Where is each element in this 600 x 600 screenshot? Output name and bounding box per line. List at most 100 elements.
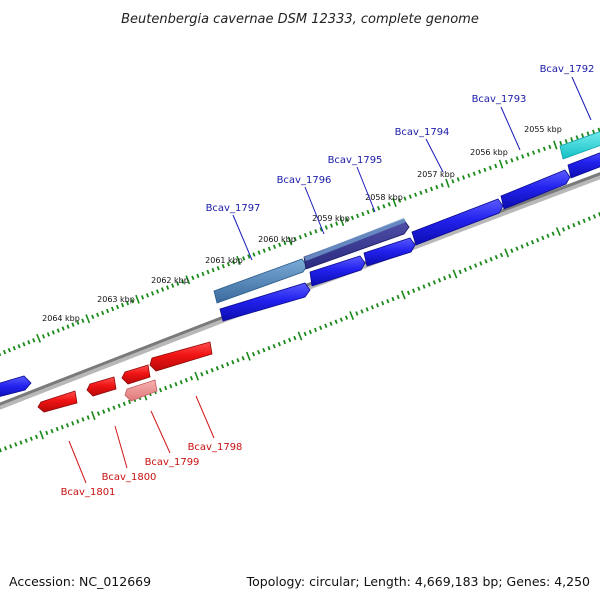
minor-tick	[158, 387, 163, 393]
minor-tick	[200, 372, 204, 377]
minor-tick	[106, 308, 110, 314]
minor-tick	[474, 263, 478, 268]
scale-label: 2059 kbp	[312, 214, 350, 223]
minor-tick	[272, 343, 276, 349]
gene-label[interactable]: Bcav_1800	[102, 472, 157, 483]
minor-tick	[424, 188, 428, 194]
gene-label[interactable]: Bcav_1798	[188, 442, 243, 453]
minor-tick	[12, 345, 16, 351]
minor-tick	[541, 235, 545, 241]
gene-arrow[interactable]	[219, 282, 311, 322]
minor-tick	[419, 190, 423, 196]
minor-tick	[267, 246, 271, 251]
gene-arrow[interactable]	[121, 364, 151, 385]
gene-label[interactable]: Bcav_1796	[277, 175, 332, 186]
gene-label[interactable]: Bcav_1797	[206, 203, 261, 214]
minor-tick	[371, 207, 375, 213]
minor-tick	[532, 150, 536, 155]
minor-tick	[51, 330, 55, 335]
gene-arrow[interactable]	[37, 390, 78, 413]
gene-label[interactable]: Bcav_1792	[540, 64, 595, 75]
minor-tick	[432, 280, 436, 285]
minor-tick	[515, 156, 519, 161]
minor-tick	[319, 325, 323, 331]
minor-tick	[489, 257, 493, 262]
minor-tick	[542, 146, 546, 152]
minor-tick	[537, 148, 541, 153]
minor-tick	[510, 248, 514, 253]
minor-tick	[179, 379, 183, 385]
pale-gene-arrow[interactable]	[124, 379, 158, 402]
gene-arrow[interactable]	[363, 237, 416, 267]
gene-arrow[interactable]	[567, 149, 600, 179]
minor-tick	[463, 267, 467, 272]
forward-labels: Bcav_1792 Bcav_1793 Bcav_1794 Bcav_1795 …	[206, 64, 595, 214]
gene-label[interactable]: Bcav_1801	[61, 487, 116, 498]
inner-scale-ticks	[0, 212, 600, 453]
minor-tick	[448, 273, 452, 279]
cyan-gene-arrow[interactable]	[559, 128, 600, 160]
gene-arrow[interactable]	[149, 341, 213, 372]
minor-tick	[479, 261, 483, 266]
minor-tick	[231, 260, 236, 265]
minor-tick	[145, 293, 150, 298]
minor-tick	[41, 334, 46, 339]
minor-tick	[184, 377, 188, 383]
minor-tick	[61, 326, 65, 331]
gene-label[interactable]: Bcav_1794	[395, 127, 450, 138]
minor-tick	[9, 444, 13, 449]
minor-tick	[29, 436, 33, 441]
minor-tick	[329, 321, 333, 326]
highlight-gene-arrow[interactable]	[213, 258, 308, 304]
scale-label: 2057 kbp	[417, 170, 455, 179]
gene-arrow[interactable]	[86, 376, 117, 397]
minor-tick	[521, 154, 525, 159]
minor-tick	[101, 310, 105, 316]
minor-tick	[398, 198, 402, 203]
scale-label: 2062 kbp	[151, 276, 189, 285]
gene-arrow[interactable]	[0, 375, 32, 399]
minor-tick	[314, 229, 318, 234]
gene-arrow[interactable]	[500, 169, 571, 210]
minor-tick	[406, 290, 411, 296]
minor-tick	[257, 250, 261, 255]
gene-label[interactable]: Bcav_1795	[328, 155, 383, 166]
minor-tick	[17, 344, 21, 349]
minor-tick	[14, 442, 18, 447]
gene-label[interactable]: Bcav_1799	[145, 457, 200, 468]
gene-arrow[interactable]	[411, 198, 504, 246]
minor-tick	[483, 167, 487, 172]
minor-tick	[130, 298, 135, 304]
minor-tick	[22, 342, 26, 347]
scale-label: 2061 kbp	[205, 256, 243, 265]
major-tick	[445, 178, 450, 188]
minor-tick	[127, 399, 132, 405]
minor-tick	[437, 278, 442, 283]
minor-tick	[176, 281, 180, 286]
minor-tick	[110, 306, 115, 312]
minor-tick	[309, 231, 313, 236]
minor-tick	[581, 133, 585, 138]
minor-tick	[267, 345, 271, 351]
minor-tick	[252, 252, 256, 257]
minor-tick	[536, 237, 540, 243]
minor-tick	[164, 385, 168, 391]
minor-tick	[122, 401, 126, 407]
gene-label[interactable]: Bcav_1793	[472, 94, 527, 105]
minor-tick	[102, 409, 106, 414]
major-tick	[85, 314, 91, 324]
minor-tick	[115, 304, 120, 310]
major-tick	[400, 290, 406, 300]
gene-arrow[interactable]	[309, 255, 366, 287]
minor-tick	[525, 242, 529, 247]
minor-tick	[150, 291, 155, 296]
selected-gene-top	[304, 218, 406, 261]
minor-tick	[303, 331, 307, 337]
minor-tick	[81, 417, 85, 422]
minor-tick	[50, 428, 54, 434]
minor-tick	[96, 411, 101, 416]
minor-tick	[350, 215, 354, 221]
minor-tick	[548, 144, 552, 150]
minor-tick	[86, 415, 90, 420]
